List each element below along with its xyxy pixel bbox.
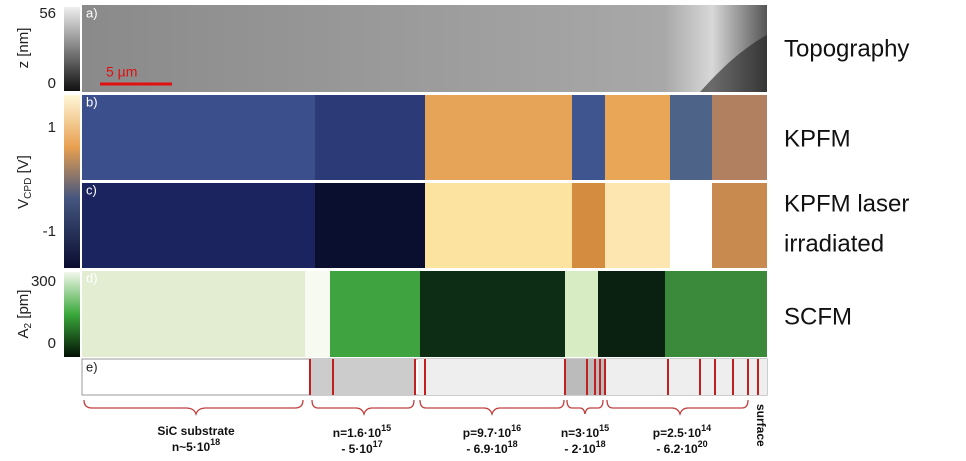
- panel-label: a): [86, 5, 98, 20]
- axis-label: z [nm]: [15, 28, 32, 69]
- panel-label: b): [86, 94, 98, 109]
- region-label: surface: [754, 404, 768, 447]
- panel-label: c): [86, 182, 97, 197]
- row-label: SCFM: [784, 303, 852, 330]
- row-label: Topography: [784, 35, 909, 62]
- tick-label: 1: [48, 119, 56, 136]
- tick-label: 56: [39, 5, 56, 22]
- tick-label: 300: [31, 273, 56, 290]
- row-label: KPFM: [784, 125, 851, 152]
- region-label: - 5·1017: [341, 439, 382, 456]
- region-label: - 2·1018: [564, 439, 605, 456]
- panel-label: e): [86, 359, 98, 374]
- tick-label: -1: [43, 223, 56, 240]
- doping-map: [81, 358, 768, 396]
- brackets: [83, 399, 749, 417]
- region-label: p=9.7·1016: [463, 423, 521, 440]
- region-label: p=2.5·1014: [653, 423, 711, 440]
- scale-label: 5 µm: [106, 64, 137, 80]
- tick-label: 0: [48, 335, 56, 352]
- region-label: n=1.6·1015: [333, 423, 391, 440]
- topography-map: [82, 5, 767, 92]
- region-label: n=3·1015: [561, 423, 609, 440]
- region-label: n~5·1018: [172, 437, 220, 454]
- colorbar: [64, 272, 80, 357]
- topography-feature: [700, 35, 767, 92]
- kpfm-map: [82, 95, 767, 180]
- row-label: KPFM laser: [784, 190, 909, 217]
- row-label: irradiated: [784, 230, 884, 257]
- axis-label: A2 [pm]: [15, 290, 34, 339]
- colorbar: [64, 95, 80, 268]
- colorbar: [64, 7, 80, 91]
- region-label: SiC substrate: [157, 424, 235, 438]
- panel-label: d): [86, 270, 98, 285]
- kpfm-laser-map: [82, 183, 767, 268]
- axis-label: VCPD [V]: [15, 155, 34, 209]
- region-label: - 6.9·1018: [466, 439, 517, 456]
- tick-label: 0: [48, 75, 56, 92]
- scfm-map: [82, 271, 767, 357]
- region-label: - 6.2·1020: [656, 439, 707, 456]
